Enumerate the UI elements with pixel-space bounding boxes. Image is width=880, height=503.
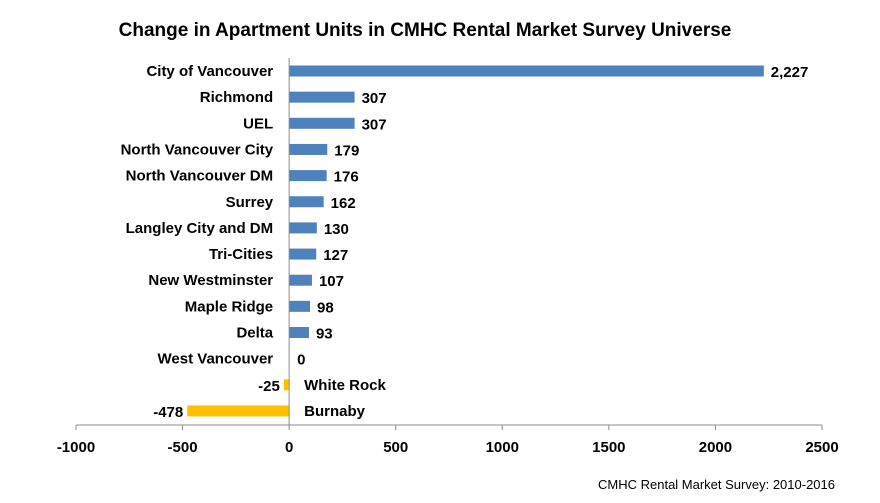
x-tick-label: -500 <box>168 439 198 456</box>
value-label-burnaby: -478 <box>153 404 183 421</box>
x-tick-label: 1500 <box>592 439 625 456</box>
x-tick-label: -1000 <box>57 439 95 456</box>
bar-richmond <box>289 91 355 103</box>
value-label-north-vancouver-city: 179 <box>334 142 359 159</box>
value-label-maple-ridge: 98 <box>317 299 334 316</box>
category-label-langley-city-and-dm: Langley City and DM <box>126 220 274 237</box>
bar-city-of-vancouver <box>289 65 764 77</box>
value-label-delta: 93 <box>316 326 333 343</box>
bar-surrey <box>289 196 324 208</box>
bar-maple-ridge <box>289 300 311 312</box>
bar-new-westminster <box>289 274 312 286</box>
category-label-city-of-vancouver: City of Vancouver <box>146 63 273 80</box>
category-label-north-vancouver-dm: North Vancouver DM <box>126 168 274 185</box>
category-label-north-vancouver-city: North Vancouver City <box>121 141 274 158</box>
category-label-new-westminster: New Westminster <box>148 272 273 289</box>
category-label-richmond: Richmond <box>200 89 273 106</box>
category-label-burnaby: Burnaby <box>304 403 366 420</box>
value-label-uel: 307 <box>362 116 387 133</box>
chart-title: Change in Apartment Units in CMHC Rental… <box>118 20 732 41</box>
category-label-uel: UEL <box>243 115 273 132</box>
bar-burnaby <box>187 405 290 417</box>
source-note: CMHC Rental Market Survey: 2010-2016 <box>598 477 835 492</box>
category-label-white-rock: White Rock <box>304 377 386 394</box>
x-tick-label: 0 <box>285 439 293 456</box>
category-label-delta: Delta <box>236 325 273 342</box>
value-label-langley-city-and-dm: 130 <box>324 221 349 238</box>
x-tick-label: 2500 <box>805 439 838 456</box>
bar-white-rock <box>283 379 290 391</box>
value-label-surrey: 162 <box>331 195 356 212</box>
category-label-tri-cities: Tri-Cities <box>209 246 273 263</box>
value-label-city-of-vancouver: 2,227 <box>771 64 809 81</box>
x-tick-label: 500 <box>383 439 408 456</box>
category-label-west-vancouver: West Vancouver <box>158 351 274 368</box>
bar-uel <box>289 117 355 129</box>
x-tick-label: 1000 <box>486 439 519 456</box>
bar-north-vancouver-dm <box>289 170 327 182</box>
category-label-surrey: Surrey <box>226 194 274 211</box>
value-label-tri-cities: 127 <box>323 247 348 264</box>
bar-north-vancouver-city <box>289 143 328 155</box>
value-label-west-vancouver: 0 <box>297 352 305 369</box>
value-label-north-vancouver-dm: 176 <box>334 169 359 186</box>
value-label-white-rock: -25 <box>258 378 280 395</box>
x-tick-label: 2000 <box>699 439 732 456</box>
bar-delta <box>289 327 309 338</box>
value-label-richmond: 307 <box>362 90 387 107</box>
category-label-maple-ridge: Maple Ridge <box>185 298 273 315</box>
bar-langley-city-and-dm <box>289 222 317 234</box>
value-label-new-westminster: 107 <box>319 273 344 290</box>
bar-tri-cities <box>289 248 317 260</box>
